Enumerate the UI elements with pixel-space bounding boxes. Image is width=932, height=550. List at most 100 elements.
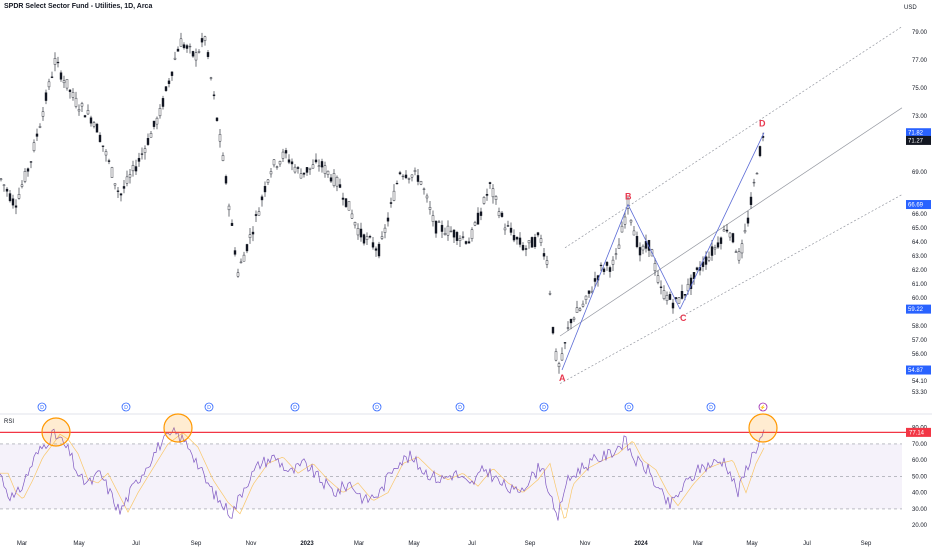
rsi-tick-label: 50.00 bbox=[912, 474, 928, 480]
candle-body bbox=[122, 186, 126, 189]
candle-body bbox=[584, 295, 588, 300]
time-axis-label: May bbox=[73, 541, 84, 547]
candle-body bbox=[179, 38, 183, 47]
candle-body bbox=[641, 245, 645, 251]
candle-body bbox=[224, 176, 228, 184]
candle-body bbox=[623, 216, 627, 225]
candle-body bbox=[0, 178, 3, 180]
candle-body bbox=[716, 242, 720, 248]
candle-body bbox=[44, 92, 48, 101]
rsi-tick-label: 30.00 bbox=[912, 507, 928, 513]
candle-body bbox=[470, 229, 474, 239]
candle-body bbox=[176, 48, 180, 52]
chart-title: SPDR Select Sector Fund - Utilities, 1D,… bbox=[4, 3, 153, 10]
candle-body bbox=[557, 363, 561, 368]
price-tick-label: 56.00 bbox=[912, 352, 928, 358]
candle-body bbox=[35, 133, 39, 137]
candle-body bbox=[608, 267, 612, 272]
candle-body bbox=[515, 236, 519, 240]
candle-body bbox=[17, 194, 21, 199]
candle-body bbox=[74, 97, 78, 107]
candle-body bbox=[542, 253, 546, 257]
candle-body bbox=[329, 177, 333, 182]
candle-body bbox=[26, 168, 30, 172]
candle-body bbox=[473, 222, 477, 226]
price-marker-label: 71.27 bbox=[908, 138, 924, 144]
rsi-signal-line bbox=[0, 433, 765, 519]
candle-body bbox=[254, 214, 258, 216]
price-marker-box bbox=[906, 200, 931, 210]
candle-body bbox=[143, 148, 147, 153]
candle-body bbox=[413, 170, 417, 172]
candle-body bbox=[374, 248, 378, 251]
candle-body bbox=[53, 58, 57, 65]
candle-body bbox=[512, 235, 516, 241]
candle-body bbox=[14, 205, 18, 208]
candle-body bbox=[617, 244, 621, 249]
candle-body bbox=[260, 196, 264, 201]
candle-body bbox=[23, 171, 27, 182]
price-tick-label: 57.00 bbox=[912, 338, 928, 344]
candle-body bbox=[221, 155, 225, 161]
price-tick-label: 53.30 bbox=[912, 390, 928, 396]
candle-body bbox=[401, 175, 405, 178]
candle-body bbox=[629, 219, 633, 223]
candle-body bbox=[518, 237, 522, 245]
candle-body bbox=[191, 51, 195, 57]
candle-body bbox=[119, 193, 123, 196]
candle-body bbox=[317, 165, 321, 167]
candle-body bbox=[308, 167, 312, 170]
candle-body bbox=[314, 159, 318, 163]
rsi-tick-label: 70.00 bbox=[912, 442, 928, 448]
candle-body bbox=[533, 236, 537, 247]
candle-body bbox=[665, 295, 669, 301]
candle-body bbox=[2, 184, 6, 186]
event-marker-label: D bbox=[627, 405, 631, 411]
candle-body bbox=[110, 167, 114, 178]
event-marker-label: D bbox=[542, 405, 546, 411]
pattern-point-label: D bbox=[759, 119, 766, 129]
candle-body bbox=[299, 173, 303, 179]
candle-body bbox=[377, 243, 381, 257]
candle-body bbox=[272, 159, 276, 166]
price-marker-box bbox=[906, 135, 931, 145]
event-marker-label: D bbox=[293, 405, 297, 411]
candle-body bbox=[488, 182, 492, 184]
candle-body bbox=[92, 122, 96, 127]
candle-body bbox=[662, 290, 666, 299]
candle-body bbox=[368, 236, 372, 238]
candle-body bbox=[146, 138, 150, 145]
candle-body bbox=[494, 196, 498, 200]
candle-body bbox=[677, 297, 681, 304]
candle-body bbox=[278, 161, 282, 165]
candle-body bbox=[491, 188, 495, 198]
candle-body bbox=[344, 198, 348, 207]
candle-body bbox=[200, 38, 204, 43]
candle-body bbox=[734, 251, 738, 253]
candle-body bbox=[572, 317, 576, 320]
candle-body bbox=[296, 167, 300, 169]
candle-body bbox=[386, 217, 390, 222]
candle-body bbox=[599, 264, 603, 267]
candle-body bbox=[71, 91, 75, 98]
candle-body bbox=[275, 166, 279, 168]
price-tick-label: 75.00 bbox=[912, 86, 928, 92]
candle-body bbox=[632, 230, 636, 236]
candle-body bbox=[758, 146, 762, 157]
candle-body bbox=[80, 103, 84, 107]
candle-body bbox=[749, 196, 753, 205]
candle-body bbox=[161, 98, 165, 107]
candle-body bbox=[653, 263, 657, 272]
time-axis-label: Mar bbox=[354, 541, 364, 547]
time-axis-label: Sep bbox=[861, 541, 872, 547]
candle-body bbox=[746, 217, 750, 224]
candle-body bbox=[737, 251, 741, 261]
candle-body bbox=[266, 179, 270, 183]
candle-body bbox=[611, 259, 615, 265]
candle-body bbox=[668, 294, 672, 300]
price-tick-label: 65.00 bbox=[912, 226, 928, 232]
candle-body bbox=[116, 190, 120, 192]
candle-body bbox=[446, 225, 450, 236]
